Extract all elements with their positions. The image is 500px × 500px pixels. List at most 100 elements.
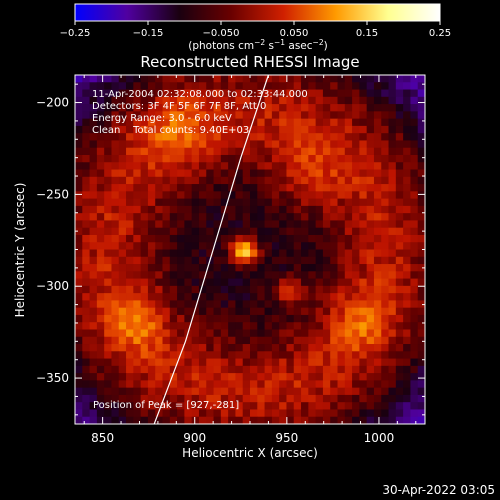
heatmap-pixel bbox=[82, 387, 90, 396]
heatmap-pixel bbox=[381, 220, 389, 229]
heatmap-pixel bbox=[228, 307, 236, 316]
heatmap-pixel bbox=[184, 351, 193, 359]
heatmap-pixel bbox=[96, 234, 105, 243]
heatmap-pixel bbox=[373, 162, 382, 170]
heatmap-pixel bbox=[147, 358, 156, 367]
heatmap-pixel bbox=[242, 242, 251, 250]
heatmap-pixel bbox=[162, 278, 171, 287]
heatmap-pixel bbox=[417, 242, 425, 250]
heatmap-pixel bbox=[89, 307, 98, 316]
heatmap-pixel bbox=[118, 278, 127, 287]
heatmap-pixel bbox=[271, 191, 280, 199]
heatmap-pixel bbox=[155, 344, 163, 352]
heatmap-pixel bbox=[403, 402, 411, 410]
heatmap-pixel bbox=[264, 169, 273, 178]
heatmap-pixel bbox=[213, 278, 222, 287]
heatmap-pixel bbox=[330, 111, 338, 120]
heatmap-pixel bbox=[235, 271, 244, 279]
heatmap-pixel bbox=[155, 191, 163, 199]
heatmap-pixel bbox=[271, 293, 280, 301]
heatmap-pixel bbox=[286, 205, 295, 214]
heatmap-pixel bbox=[257, 82, 265, 90]
heatmap-pixel bbox=[191, 300, 200, 309]
heatmap-pixel bbox=[410, 351, 419, 359]
heatmap-pixel bbox=[140, 329, 149, 338]
heatmap-pixel bbox=[366, 75, 375, 83]
heatmap-pixel bbox=[271, 373, 280, 381]
heatmap-pixel bbox=[220, 278, 229, 287]
heatmap-pixel bbox=[315, 394, 324, 403]
heatmap-pixel bbox=[286, 125, 295, 134]
heatmap-pixel bbox=[140, 409, 149, 418]
heatmap-pixel bbox=[169, 365, 178, 374]
heatmap-pixel bbox=[162, 227, 171, 236]
heatmap-pixel bbox=[293, 278, 302, 287]
heatmap-pixel bbox=[301, 184, 309, 192]
heatmap-pixel bbox=[177, 394, 185, 403]
heatmap-pixel bbox=[126, 278, 134, 287]
heatmap-pixel bbox=[344, 329, 353, 338]
heatmap-pixel bbox=[337, 264, 346, 272]
colorbar-tick-label: 0.050 bbox=[280, 28, 309, 39]
heatmap-pixel bbox=[301, 125, 309, 134]
heatmap-pixel bbox=[373, 416, 382, 424]
heatmap-pixel bbox=[330, 213, 338, 221]
heatmap-pixel bbox=[206, 307, 214, 316]
heatmap-pixel bbox=[206, 118, 214, 127]
heatmap-pixel bbox=[301, 365, 309, 374]
heatmap-pixel bbox=[381, 125, 389, 134]
heatmap-pixel bbox=[169, 264, 178, 272]
heatmap-pixel bbox=[359, 416, 368, 424]
heatmap-pixel bbox=[264, 227, 273, 236]
heatmap-pixel bbox=[264, 329, 273, 338]
colorbar-ticks bbox=[74, 21, 441, 25]
heatmap-pixel bbox=[213, 285, 222, 294]
heatmap-pixel bbox=[126, 307, 134, 316]
heatmap-pixel bbox=[381, 336, 389, 345]
heatmap-pixel bbox=[322, 416, 331, 424]
heatmap-pixel bbox=[264, 380, 273, 389]
heatmap-pixel bbox=[279, 162, 287, 170]
heatmap-pixel bbox=[75, 416, 83, 424]
heatmap-pixel bbox=[264, 394, 273, 403]
heatmap-pixel bbox=[359, 147, 368, 156]
heatmap-pixel bbox=[220, 184, 229, 192]
heatmap-pixel bbox=[89, 387, 98, 396]
heatmap-pixel bbox=[162, 242, 171, 250]
heatmap-pixel bbox=[133, 387, 142, 396]
heatmap-pixel bbox=[126, 264, 134, 272]
heatmap-pixel bbox=[75, 249, 83, 258]
heatmap-pixel bbox=[177, 322, 185, 330]
annotation-clean-counts: Clean Total counts: 9.40E+03 bbox=[92, 125, 249, 136]
heatmap-pixel bbox=[126, 89, 134, 98]
heatmap-pixel bbox=[82, 125, 90, 134]
heatmap-pixel bbox=[89, 285, 98, 294]
heatmap-pixel bbox=[235, 358, 244, 367]
heatmap-pixel bbox=[75, 169, 83, 178]
heatmap-pixel bbox=[147, 96, 156, 105]
heatmap-pixel bbox=[330, 205, 338, 214]
heatmap-pixel bbox=[366, 234, 375, 243]
heatmap-pixel bbox=[373, 322, 382, 330]
heatmap-pixel bbox=[75, 176, 83, 185]
heatmap-pixel bbox=[155, 300, 163, 309]
heatmap-pixel bbox=[75, 75, 83, 83]
heatmap-pixel bbox=[279, 111, 287, 120]
heatmap-pixel bbox=[206, 184, 214, 192]
heatmap-pixel bbox=[118, 191, 127, 199]
heatmap-pixel bbox=[257, 147, 265, 156]
heatmap-pixel bbox=[286, 140, 295, 149]
heatmap-pixel bbox=[352, 264, 360, 272]
heatmap-pixel bbox=[96, 358, 105, 367]
heatmap-pixel bbox=[177, 336, 185, 345]
heatmap-pixel bbox=[96, 140, 105, 149]
heatmap-pixel bbox=[337, 227, 346, 236]
heatmap-pixel bbox=[388, 169, 397, 178]
heatmap-pixel bbox=[104, 387, 112, 396]
heatmap-pixel bbox=[293, 118, 302, 127]
heatmap-pixel bbox=[155, 307, 163, 316]
heatmap-pixel bbox=[96, 409, 105, 418]
heatmap-pixel bbox=[359, 300, 368, 309]
heatmap-pixel bbox=[293, 293, 302, 301]
heatmap-pixel bbox=[337, 111, 346, 120]
